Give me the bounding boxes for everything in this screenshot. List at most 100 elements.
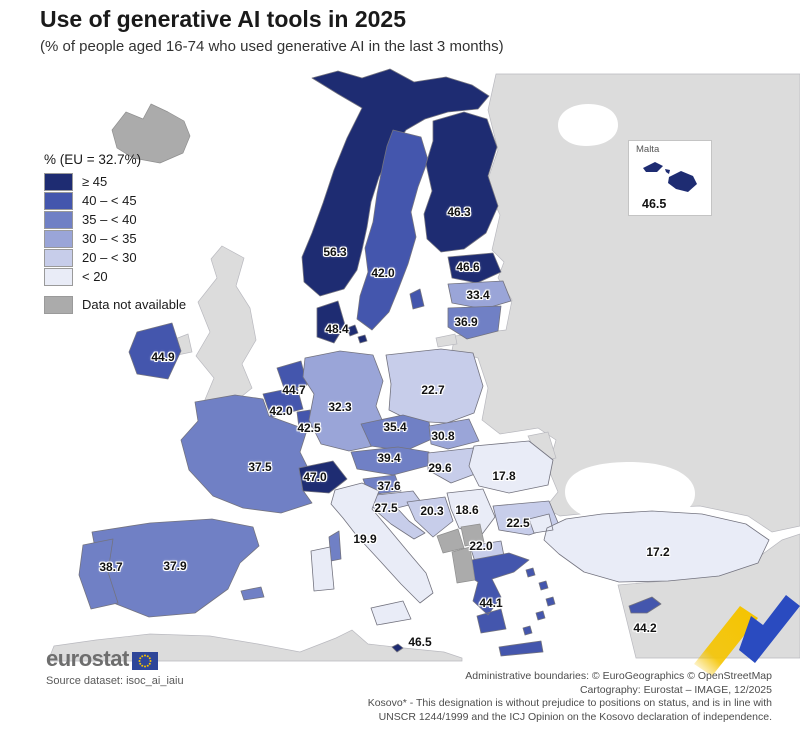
attribution-line: Administrative boundaries: © EuroGeograp…: [465, 670, 772, 682]
legend-swatch-2: [44, 191, 73, 210]
attribution-line: Kosovo* - This designation is without pr…: [367, 697, 772, 709]
eurostat-logo-text: eurostat: [46, 646, 129, 671]
white-sea: [558, 104, 618, 146]
country-estonia: [447, 252, 502, 284]
country-belgium: [262, 386, 304, 418]
value-label-belgium: 42.0: [269, 404, 293, 418]
value-label-sweden: 42.0: [371, 266, 395, 280]
country-norway: [301, 68, 490, 297]
country-denmark: [316, 300, 368, 344]
value-label-hungary: 29.6: [428, 461, 452, 475]
legend-class-row: < 20: [44, 267, 186, 286]
legend-no-data-label: Data not available: [82, 297, 187, 312]
value-label-luxembourg: 42.5: [297, 421, 321, 435]
legend-class-label: < 20: [82, 269, 108, 284]
country-turkey: [528, 510, 770, 583]
legend-class-label: 35 – < 40: [82, 212, 137, 227]
value-label-czechia: 35.4: [383, 420, 407, 434]
legend-class-row: 20 – < 30: [44, 248, 186, 267]
map-legend: % (EU = 32.7%) ≥ 45 40 – < 45 35 – < 40 …: [44, 152, 186, 314]
eurostat-logo: eurostat: [46, 646, 184, 672]
country-italy: [310, 482, 434, 626]
legend-class-label: 40 – < 45: [82, 193, 137, 208]
attribution-line: Cartography: Eurostat – IMAGE, 12/2025: [579, 683, 772, 696]
black-sea: [565, 462, 695, 524]
value-label-italy: 19.9: [353, 532, 377, 546]
value-label-greece: 44.1: [479, 596, 503, 610]
value-label-spain: 37.9: [163, 559, 187, 573]
value-label-norway: 56.3: [323, 245, 347, 259]
country-lithuania: [447, 305, 502, 340]
value-label-bulgaria: 22.5: [506, 516, 530, 530]
malta-inset-box: Malta 46.5: [628, 140, 712, 216]
legend-swatch-1: [44, 172, 73, 191]
value-label-estonia: 46.6: [456, 260, 480, 274]
value-label-romania: 17.8: [492, 469, 516, 483]
country-cyprus: [628, 596, 662, 614]
legend-class-row: ≥ 45: [44, 172, 186, 191]
value-label-serbia: 18.6: [455, 503, 479, 517]
legend-swatch-no-data: [44, 295, 73, 314]
background-landmass-east: [451, 73, 800, 533]
country-slovakia: [428, 418, 480, 450]
country-no-data-montenegro: [436, 528, 465, 554]
legend-swatch-4: [44, 229, 73, 248]
legend-class-label: ≥ 45: [82, 174, 108, 189]
value-label-poland: 22.7: [421, 383, 445, 397]
footer-left: eurostat Source dataset: isoc_ai_iaiu: [46, 646, 184, 687]
country-luxembourg: [296, 409, 313, 429]
legend-swatch-3: [44, 210, 73, 229]
page-subtitle: (% of people aged 16-74 who used generat…: [40, 38, 504, 55]
attribution: Administrative boundaries: © EuroGeograp…: [172, 670, 772, 724]
value-label-turkey: 17.2: [646, 545, 670, 559]
eu-flag-icon: [131, 651, 158, 670]
malta-inset-map: [643, 162, 697, 192]
value-label-cyprus: 44.2: [633, 621, 657, 635]
value-label-denmark: 48.4: [325, 322, 349, 336]
value-label-bosnia-and-herzegovina: 20.3: [420, 504, 444, 518]
legend-class-row: 40 – < 45: [44, 191, 186, 210]
value-label-switzerland: 47.0: [303, 470, 327, 484]
background-landmass-kaliningrad: [435, 333, 458, 348]
value-label-germany: 32.3: [328, 400, 352, 414]
value-label-slovenia: 37.6: [377, 479, 401, 493]
malta-inset-value: 46.5: [642, 197, 667, 211]
country-malta: [391, 643, 404, 653]
value-label-north-macedonia: 22.0: [469, 539, 493, 553]
value-label-croatia: 27.5: [374, 501, 398, 515]
country-no-data-iceland: [111, 103, 191, 164]
legend-no-data-row: Data not available: [44, 295, 186, 314]
legend-title: % (EU = 32.7%): [44, 152, 142, 167]
country-netherlands: [276, 360, 308, 392]
country-sweden: [356, 129, 429, 331]
country-ireland: [128, 322, 182, 380]
country-hungary: [427, 447, 484, 484]
value-label-finland: 46.3: [447, 205, 471, 219]
decorative-ribbon-yellow: [694, 606, 758, 676]
value-label-malta: 46.5: [408, 635, 432, 649]
legend-class-row: 30 – < 35: [44, 229, 186, 248]
country-greece: [460, 552, 556, 657]
value-label-ireland: 44.9: [151, 350, 175, 364]
country-latvia: [447, 280, 512, 310]
value-label-lithuania: 36.9: [454, 315, 478, 329]
value-label-france: 37.5: [248, 460, 272, 474]
decorative-ribbon-blue: [739, 595, 800, 663]
attribution-line: UNSCR 1244/1999 and the ICJ Opinion on t…: [378, 710, 772, 723]
country-portugal: [78, 538, 119, 610]
legend-class-label: 20 – < 30: [82, 250, 137, 265]
legend-swatch-5: [44, 248, 73, 267]
country-bosnia-and-herzegovina: [406, 496, 454, 538]
country-poland: [385, 348, 484, 424]
country-no-data-albania: [451, 546, 476, 584]
value-label-slovakia: 30.8: [431, 429, 455, 443]
value-label-austria: 39.4: [377, 451, 401, 465]
legend-class-row: 35 – < 40: [44, 210, 186, 229]
value-label-portugal: 38.7: [99, 560, 123, 574]
country-switzerland: [298, 460, 348, 494]
value-label-latvia: 33.4: [466, 288, 490, 302]
malta-inset-title: Malta: [636, 144, 660, 155]
country-romania: [468, 440, 554, 494]
